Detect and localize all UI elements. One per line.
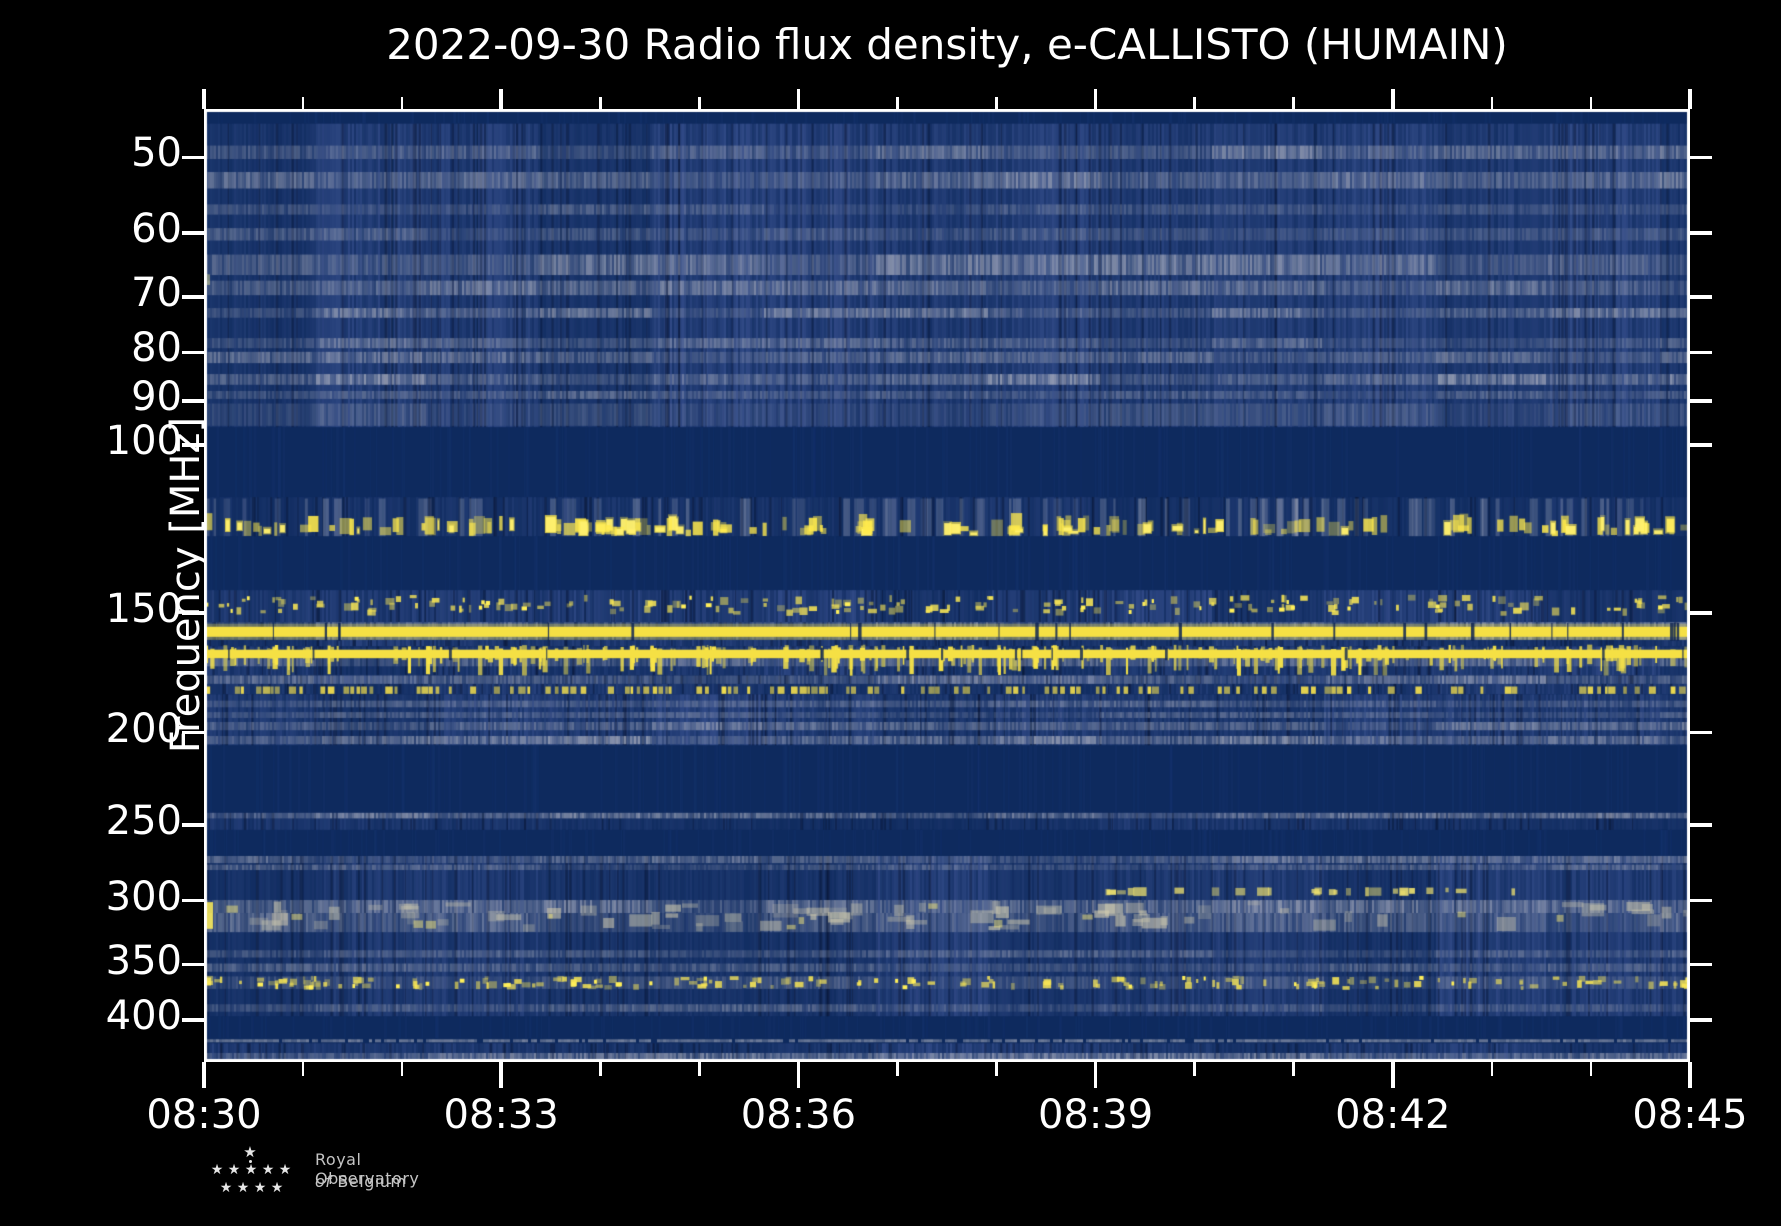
x-tick-mark-top	[1589, 97, 1593, 109]
y-tick-mark-left	[182, 155, 204, 160]
y-tick-mark-right	[1690, 962, 1712, 967]
y-tick-mark-right	[1690, 295, 1712, 299]
x-tick-mark-bottom	[499, 1062, 503, 1088]
x-tick-mark-bottom	[1292, 1062, 1295, 1076]
y-tick-label: 60	[131, 205, 182, 252]
y-tick-mark-left	[182, 350, 204, 355]
y-tick-mark-right	[1690, 611, 1712, 615]
x-tick-mark-bottom	[202, 1062, 206, 1088]
x-tick-mark-bottom	[698, 1062, 701, 1076]
y-tick-label: 300	[105, 873, 182, 920]
x-tick-mark-bottom	[301, 1062, 305, 1076]
y-tick-mark-right	[1690, 155, 1712, 160]
y-tick-mark-right	[1690, 443, 1712, 447]
y-axis-label: Frequency [MHz]	[163, 416, 210, 754]
logo-text-belgium: Belgium	[337, 1172, 407, 1191]
star-dot-icon	[248, 1166, 252, 1170]
x-tick-mark-top	[499, 89, 503, 109]
x-tick-mark-top	[599, 97, 602, 109]
y-tick-mark-left	[182, 611, 204, 615]
x-tick-mark-top	[301, 97, 305, 109]
y-tick-mark-right	[1690, 350, 1712, 355]
spectrogram-canvas	[204, 109, 1690, 1062]
y-tick-label: 90	[131, 374, 182, 421]
logo-text-line2: of Belgium	[315, 1172, 407, 1191]
x-tick-mark-bottom	[1391, 1062, 1395, 1088]
y-tick-mark-right	[1690, 399, 1712, 403]
x-tick-mark-top	[1193, 97, 1196, 109]
star-icon: ★	[219, 1180, 233, 1196]
x-tick-mark-bottom	[896, 1062, 899, 1076]
y-tick-mark-left	[182, 399, 204, 403]
logo-text-of: of	[315, 1172, 332, 1191]
x-tick-mark-bottom	[400, 1062, 404, 1076]
y-tick-label: 250	[105, 798, 182, 845]
y-tick-label: 100	[105, 417, 182, 464]
x-tick-mark-top	[796, 89, 801, 109]
y-tick-mark-left	[182, 295, 204, 299]
y-tick-mark-left	[182, 962, 204, 967]
x-tick-label: 08:39	[1037, 1092, 1154, 1138]
y-tick-mark-right	[1690, 823, 1712, 827]
y-tick-mark-left	[182, 231, 204, 235]
x-tick-label: 08:45	[1632, 1092, 1748, 1138]
y-tick-mark-left	[182, 898, 204, 903]
x-tick-mark-bottom	[1490, 1062, 1494, 1076]
star-icon: ★	[210, 1162, 224, 1178]
y-tick-label: 50	[131, 130, 182, 177]
y-tick-label: 350	[105, 937, 182, 984]
x-tick-mark-top	[202, 89, 206, 109]
y-tick-label: 200	[105, 705, 182, 752]
star-icon: ★	[244, 1162, 258, 1178]
y-tick-mark-right	[1690, 1018, 1712, 1022]
y-tick-label: 70	[131, 269, 182, 316]
star-icon: ★	[236, 1180, 250, 1196]
x-tick-mark-top	[995, 97, 998, 109]
star-icon: ★	[227, 1162, 241, 1178]
x-tick-mark-top	[1688, 89, 1692, 109]
x-tick-mark-top	[400, 97, 404, 109]
x-tick-mark-bottom	[1093, 1062, 1098, 1088]
star-icon: ★	[270, 1180, 284, 1196]
x-tick-mark-top	[1093, 89, 1098, 109]
y-tick-label: 80	[131, 325, 182, 372]
star-icon: ★	[253, 1180, 267, 1196]
y-tick-label: 150	[105, 586, 182, 633]
x-tick-mark-bottom	[599, 1062, 602, 1076]
y-tick-mark-right	[1690, 898, 1712, 903]
x-tick-label: 08:36	[740, 1092, 857, 1138]
star-dot-icon	[248, 1159, 252, 1163]
x-tick-label: 08:42	[1335, 1092, 1451, 1138]
y-tick-mark-left	[182, 1018, 204, 1022]
x-tick-mark-top	[1292, 97, 1295, 109]
y-tick-label: 400	[105, 993, 182, 1040]
x-tick-mark-bottom	[1589, 1062, 1593, 1076]
x-tick-mark-top	[698, 97, 701, 109]
x-tick-mark-bottom	[1193, 1062, 1196, 1076]
star-icon: ★	[261, 1162, 275, 1178]
y-tick-mark-left	[182, 823, 204, 827]
x-tick-mark-bottom	[1688, 1062, 1692, 1088]
star-icon: ★	[278, 1162, 292, 1178]
x-tick-mark-bottom	[995, 1062, 998, 1076]
y-tick-mark-left	[182, 730, 204, 735]
x-tick-mark-bottom	[796, 1062, 801, 1088]
x-tick-mark-top	[1391, 89, 1395, 109]
logo-text-line1: Royal Observatory	[315, 1150, 420, 1188]
star-icon: ★	[243, 1143, 257, 1161]
x-tick-label: 08:30	[146, 1092, 262, 1138]
x-tick-mark-top	[896, 97, 899, 109]
y-tick-mark-right	[1690, 231, 1712, 235]
y-tick-mark-right	[1690, 730, 1712, 735]
x-tick-mark-top	[1490, 97, 1494, 109]
x-tick-label: 08:33	[443, 1092, 559, 1138]
chart-title: 2022-09-30 Radio flux density, e-CALLIST…	[386, 20, 1508, 69]
y-tick-mark-left	[182, 443, 204, 447]
